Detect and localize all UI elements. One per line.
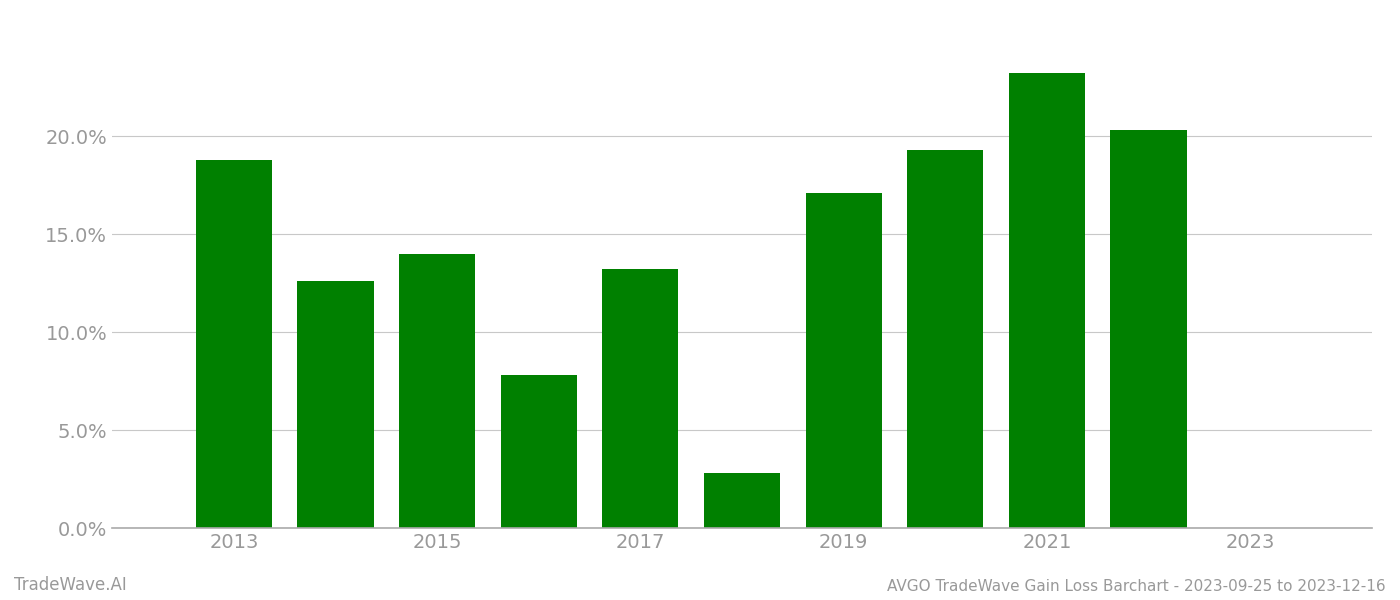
Text: TradeWave.AI: TradeWave.AI xyxy=(14,576,127,594)
Bar xyxy=(907,150,983,528)
Bar xyxy=(196,160,272,528)
Bar xyxy=(805,193,882,528)
Bar xyxy=(297,281,374,528)
Bar xyxy=(399,254,475,528)
Bar xyxy=(602,269,679,528)
Bar xyxy=(1009,73,1085,528)
Bar xyxy=(704,473,780,528)
Text: AVGO TradeWave Gain Loss Barchart - 2023-09-25 to 2023-12-16: AVGO TradeWave Gain Loss Barchart - 2023… xyxy=(888,579,1386,594)
Bar xyxy=(501,375,577,528)
Bar xyxy=(1110,130,1187,528)
